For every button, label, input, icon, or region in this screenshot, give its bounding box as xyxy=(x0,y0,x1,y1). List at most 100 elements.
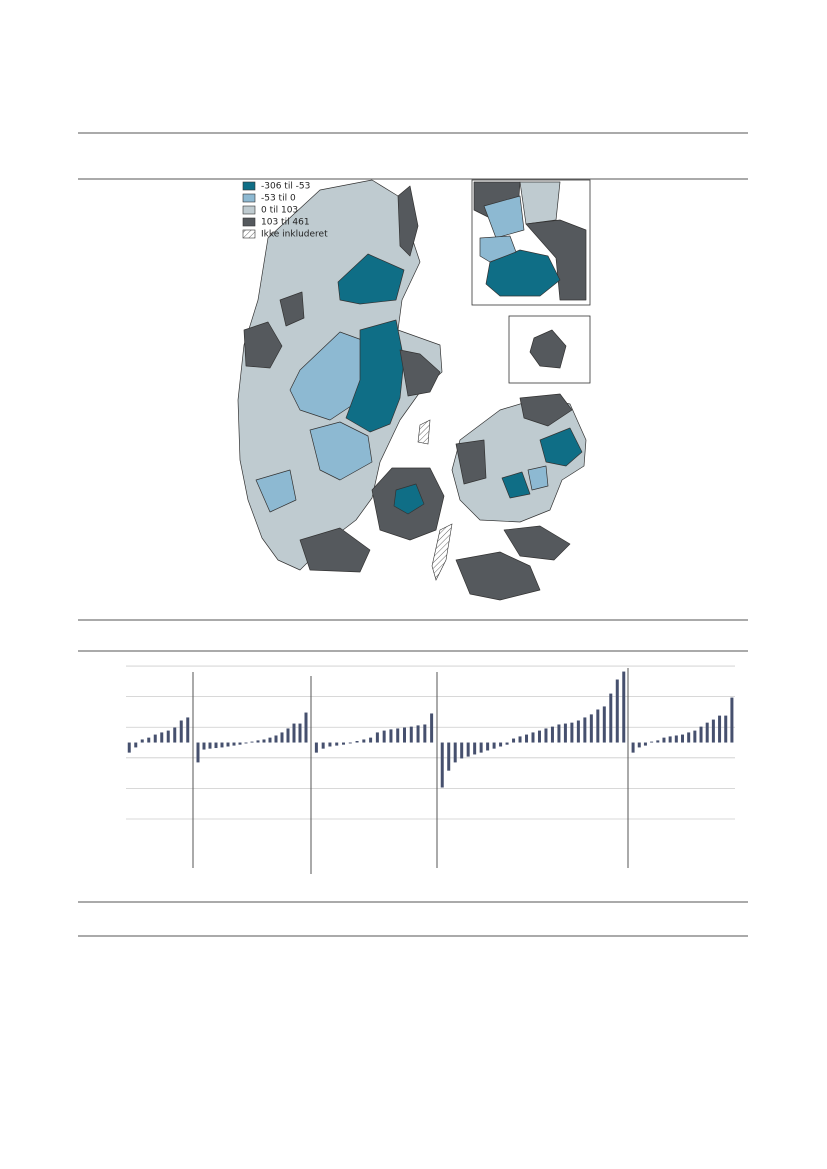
region xyxy=(393,483,425,515)
bar xyxy=(173,727,177,743)
legend-swatch xyxy=(242,205,256,215)
bar xyxy=(662,737,666,743)
region xyxy=(455,439,487,485)
bar xyxy=(656,740,660,743)
bar xyxy=(525,734,529,743)
bar xyxy=(186,717,190,743)
region xyxy=(501,471,531,499)
region xyxy=(345,319,405,433)
legend-label: 103 til 461 xyxy=(261,218,310,228)
bar xyxy=(226,742,230,747)
bar xyxy=(403,727,406,743)
bar xyxy=(416,725,420,743)
bar xyxy=(280,732,284,743)
bar xyxy=(499,742,503,747)
region xyxy=(479,235,517,263)
bar xyxy=(643,742,647,746)
bar xyxy=(466,742,470,757)
bar xyxy=(232,742,236,746)
bar xyxy=(127,742,131,753)
bar xyxy=(693,730,697,743)
region xyxy=(243,321,283,369)
bar xyxy=(298,723,302,743)
bar xyxy=(589,714,593,743)
region xyxy=(309,421,373,481)
region xyxy=(399,349,441,397)
bar xyxy=(348,742,352,744)
bar xyxy=(615,679,619,743)
bar xyxy=(140,739,144,743)
region xyxy=(525,219,587,301)
bar xyxy=(557,724,561,743)
bar xyxy=(505,742,509,745)
bar xyxy=(531,732,535,743)
page-rules xyxy=(78,132,748,937)
bar xyxy=(570,722,574,743)
bar xyxy=(440,742,444,788)
bar xyxy=(196,742,200,763)
bar xyxy=(179,720,183,743)
bar xyxy=(550,726,554,743)
bar xyxy=(214,742,218,749)
bar xyxy=(544,728,548,743)
bar xyxy=(460,742,464,759)
region-not-included xyxy=(417,419,431,445)
bar xyxy=(250,741,254,743)
bar xyxy=(492,742,496,749)
bar xyxy=(134,742,138,748)
bar xyxy=(730,697,734,743)
bar xyxy=(314,742,318,753)
region xyxy=(527,465,549,491)
legend-label: -53 til 0 xyxy=(261,194,296,204)
bar xyxy=(687,732,691,743)
bar xyxy=(375,732,379,743)
bar xyxy=(335,742,339,746)
bar xyxy=(220,742,224,748)
bar xyxy=(674,735,678,743)
region xyxy=(397,185,419,257)
bar xyxy=(479,742,483,753)
bar xyxy=(668,736,672,743)
legend-swatch xyxy=(242,193,256,203)
bar xyxy=(563,723,567,743)
bar xyxy=(705,722,709,743)
region xyxy=(519,181,561,225)
bar xyxy=(718,715,722,743)
bar xyxy=(622,671,626,743)
bar xyxy=(328,742,332,747)
bar xyxy=(518,736,522,743)
bar xyxy=(369,737,373,743)
bar xyxy=(292,723,296,743)
bar-chart xyxy=(126,665,735,874)
region xyxy=(299,527,371,573)
bar xyxy=(166,730,170,743)
region xyxy=(519,393,573,427)
bar xyxy=(447,742,451,771)
map xyxy=(237,179,591,601)
bar xyxy=(202,742,206,750)
legend-label: Ikke inkluderet xyxy=(261,230,328,240)
bar xyxy=(512,738,516,743)
bar xyxy=(238,742,242,745)
bar xyxy=(724,715,728,743)
bar xyxy=(262,739,266,743)
bar xyxy=(486,742,490,751)
bar xyxy=(342,742,345,745)
bar xyxy=(396,728,400,743)
region-not-included xyxy=(431,523,453,581)
bar xyxy=(382,730,386,743)
region xyxy=(485,249,561,297)
bar xyxy=(304,712,308,743)
bar xyxy=(583,717,587,743)
bar xyxy=(537,730,541,743)
bar xyxy=(286,728,290,743)
legend-swatch xyxy=(242,229,256,239)
bar xyxy=(650,741,654,743)
legend-label: 0 til 103 xyxy=(261,206,298,216)
bar xyxy=(699,726,703,743)
bar xyxy=(355,741,359,743)
bar xyxy=(147,737,151,743)
region xyxy=(289,331,363,421)
